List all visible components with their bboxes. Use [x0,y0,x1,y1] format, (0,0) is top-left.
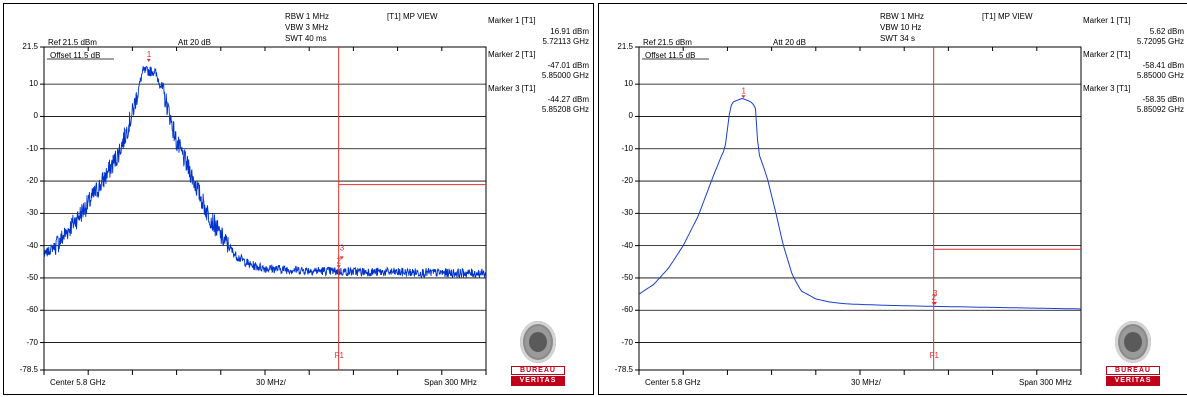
logo-line1: BUREAU [511,366,565,375]
x-div-label: 30 MHz/ [256,378,286,387]
y-tick-label: -20 [621,176,633,186]
y-tick-label: -60 [621,305,633,315]
y-tick-label: -10 [621,143,633,153]
y-tick-label: -78.5 [614,365,633,374]
x-span-label: Span 300 MHz [424,378,477,387]
marker-3-number: 3 [340,243,345,252]
vbw-label: VBW 3 MHz [285,23,329,32]
y-tick-label: -78.5 [19,365,38,374]
attenuation: Att 20 dB [773,38,806,47]
y-tick-label: -30 [621,208,633,218]
seal-icon [520,321,556,363]
marker-1-number: 1 [147,50,152,59]
marker-3-freq: 5.85208 GHz [541,105,589,114]
marker-1-level: 16.91 dBm [550,27,589,36]
rbw-label: RBW 1 MHz [880,12,924,21]
bureau-veritas-logo: BUREAU VERITAS [511,321,565,387]
seal-icon [1115,321,1151,363]
trace-line [638,98,1082,310]
marker-2-title: Marker 2 [T1] [1083,50,1131,59]
y-tick-label: -60 [26,305,38,315]
marker-1-symbol [146,58,151,62]
y-tick-label: 21.5 [617,42,633,51]
offset-label: Offset 11.5 dB [50,51,101,60]
marker-2-level: -58.41 dBm [1142,61,1184,70]
y-tick-label: 10 [624,79,633,89]
marker-3-title: Marker 3 [T1] [1083,84,1131,93]
marker-1-level: 5.62 dBm [1149,27,1184,36]
spectrum-plot: F1 1 23 [635,46,1082,375]
f1-label: F1 [930,351,940,360]
marker-3-title: Marker 3 [T1] [488,84,536,93]
y-tick-label: -10 [26,143,38,153]
marker-1-title: Marker 1 [T1] [1083,16,1131,25]
marker-1-symbol [741,95,746,99]
y-tick-label: -50 [26,272,38,282]
rbw-label: RBW 1 MHz [285,12,329,21]
x-span-label: Span 300 MHz [1019,378,1072,387]
y-tick-label: -20 [26,176,38,186]
marker-2-symbol [336,265,341,269]
bureau-veritas-logo: BUREAU VERITAS [1106,321,1160,387]
marker-1-freq: 5.72095 GHz [1136,37,1184,46]
marker-1-freq: 5.72113 GHz [542,37,589,46]
vbw-label: VBW 10 Hz [880,23,922,32]
marker-1-number: 1 [741,86,746,95]
trace-view-label: [T1] MP VIEW [982,12,1033,21]
marker-2-freq: 5.85000 GHz [541,71,589,80]
marker-2-number: 2 [337,256,342,265]
marker-2-level: -47.01 dBm [547,61,589,70]
spectrum-panel-left: F1 1 2 3 21.5 10 0 -10 -20 -30 -40 -50 -60 -70 -78.5 RB… [3,3,594,395]
f1-label: F1 [335,351,345,360]
ref-level: Ref 21.5 dBm [48,38,97,47]
plot-frame [638,46,1082,371]
marker-3-number: 3 [933,289,938,298]
marker-3-level: -58.35 dBm [1142,95,1184,104]
marker-2-number: 2 [932,293,937,302]
spectrum-plot: F1 1 2 3 [40,46,487,375]
swt-label: SWT 40 ms [285,34,327,43]
trace-view-label: [T1] MP VIEW [387,12,438,21]
swt-label: SWT 34 s [880,34,915,43]
x-center-label: Center 5.8 GHz [645,378,701,387]
spectrum-panel-right: F1 1 2 3 21.5 10 0 -10 -20 -30 -40 -50 -60 -70 -78.5 RB… [598,3,1187,395]
y-tick-label: -70 [621,337,633,347]
marker-3-level: -44.27 dBm [547,95,589,104]
marker-3-symbol [932,301,937,305]
x-center-label: Center 5.8 GHz [50,378,106,387]
y-tick-label: 0 [33,111,38,121]
attenuation: Att 20 dB [178,38,211,47]
y-tick-label: -30 [26,208,38,218]
logo-line2: VERITAS [1106,376,1160,386]
marker-2-freq: 5.85000 GHz [1136,71,1184,80]
y-tick-label: -70 [26,337,38,347]
y-tick-label: 10 [29,79,38,89]
y-tick-label: 0 [628,111,633,121]
ref-level: Ref 21.5 dBm [643,38,692,47]
y-tick-label: -50 [621,272,633,282]
y-tick-label: 21.5 [22,42,38,51]
logo-line2: VERITAS [511,376,565,386]
marker-2-title: Marker 2 [T1] [488,50,536,59]
offset-label: Offset 11.5 dB [645,51,696,60]
y-tick-label: -40 [621,240,633,250]
logo-line1: BUREAU [1106,366,1160,375]
marker-1-title: Marker 1 [T1] [488,16,536,25]
trace-line [43,65,487,279]
plot-frame [43,46,487,371]
y-tick-label: -40 [26,240,38,250]
marker-3-symbol [339,256,344,260]
marker-3-freq: 5.85092 GHz [1136,105,1184,114]
x-div-label: 30 MHz/ [851,378,881,387]
